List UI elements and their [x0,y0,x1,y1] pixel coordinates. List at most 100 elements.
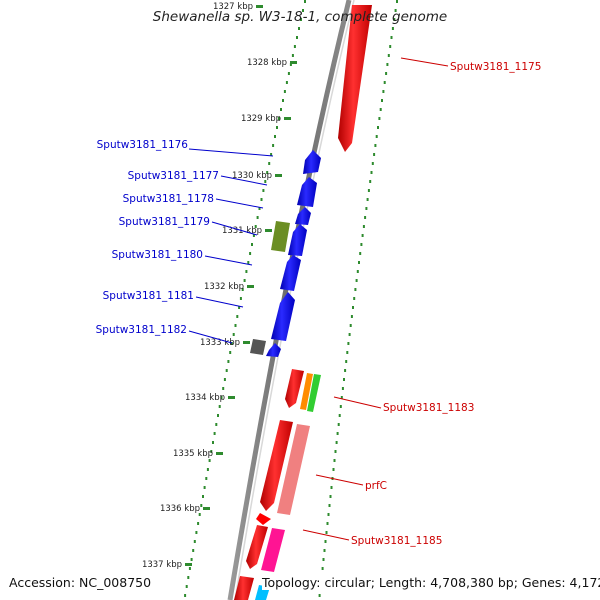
ring-dot [374,144,377,147]
ring-dot [285,81,288,84]
feature-prfC-cog [277,424,310,515]
ring-dot [329,495,332,498]
tick-label: 1328 kbp [247,58,287,68]
topology-label: Topology: circular; Length: 4,708,380 bp… [262,575,600,590]
gene-sputw3181-1181[interactable] [271,292,295,341]
tick-label: 1330 kbp [232,171,272,181]
ring-dot [359,252,362,255]
ring-dot [389,45,392,48]
ring-dot [338,414,341,417]
forward-strand-genes [234,5,372,600]
ring-dot [239,297,242,300]
ring-dot [393,18,396,21]
ring-dot [341,387,344,390]
ring-dot [254,225,257,228]
ring-dot [193,540,196,543]
ring-dot [298,27,300,30]
ring-dot [287,72,290,75]
ring-dot [355,279,358,282]
gene-sputw3181-1183[interactable] [285,369,304,408]
ring-dot [195,531,198,534]
ring-dot [184,594,187,597]
ring-dot [383,81,386,84]
ring-dot [382,90,385,93]
ring-dot [381,99,383,102]
gene-prfC[interactable] [260,420,293,511]
ring-dot [270,153,273,156]
label-sputw3181-1179[interactable]: Sputw3181_1179 [119,216,210,228]
label-sputw3181-1182[interactable]: Sputw3181_1182 [96,324,187,336]
ring-dot [232,333,235,336]
label-sputw3181-1175[interactable]: Sputw3181_1175 [450,61,541,73]
ring-dot [202,495,204,498]
tick-mark [243,341,250,344]
ring-dot [304,0,306,3]
ring-dot [192,549,195,552]
feature-rna-green [271,221,290,252]
ring-dot [332,468,335,471]
ring-dot [300,18,302,21]
ring-dot [349,324,352,327]
ring-dot [220,396,223,399]
ring-dot [370,171,373,174]
ring-dot [223,378,226,381]
gene-sputw3181-1177[interactable] [297,177,317,207]
ring-dot [391,27,394,30]
label-leaders [188,57,449,541]
tick-mark [228,396,235,399]
label-prfC[interactable]: prfC [365,480,387,492]
label-sputw3181-1180[interactable]: Sputw3181_1180 [112,249,203,261]
label-sputw3181-1181[interactable]: Sputw3181_1181 [103,290,194,302]
tick-label: 1336 kbp [160,504,200,514]
tick-mark [256,5,263,8]
label-sputw3181-1176[interactable]: Sputw3181_1176 [97,139,189,151]
ring-dot [354,288,357,291]
feature-small-red [256,513,271,525]
ring-dot [264,180,267,183]
ring-dot [367,189,370,192]
ring-dot [358,261,360,264]
ring-dot [190,558,193,561]
ring-dot [348,333,351,336]
tick-mark [284,117,291,120]
ring-dot [344,369,347,372]
ring-dot [197,522,200,525]
gene-sputw3181-1182[interactable] [266,343,281,357]
ring-dot [227,360,230,363]
gene-sputw3181-1176[interactable] [303,150,321,174]
gene-sputw3181-1175[interactable] [338,5,372,152]
ring-dot [377,126,379,129]
feature-red-bottom [234,576,254,600]
ring-dot [206,468,209,471]
ring-dot [272,144,275,147]
ring-dot [229,351,232,354]
ring-dot [276,126,278,129]
label-sputw3181-1177[interactable]: Sputw3181_1177 [128,170,219,182]
accession-label: Accession: NC_008750 [9,575,152,590]
ring-dot [249,252,252,255]
ring-dot [266,171,269,174]
tick-label: 1337 kbp [142,560,182,570]
ring-dot [343,378,345,381]
ring-dot [238,306,241,309]
ring-dot [245,270,248,273]
ring-dot [336,432,339,435]
ring-dot [251,243,253,246]
gene-sputw3181-1179[interactable] [288,224,307,256]
ring-dot [328,504,331,507]
label-sputw3181-1183[interactable]: Sputw3181_1183 [383,402,474,414]
ring-dot [234,324,237,327]
ring-dot [243,279,246,282]
ring-dot [387,54,390,57]
gene-sputw3181-1180[interactable] [280,255,301,291]
ring-dot [334,450,337,453]
label-sputw3181-1185[interactable]: Sputw3181_1185 [351,535,442,547]
label-sputw3181-1178[interactable]: Sputw3181_1178 [123,193,214,205]
gene-sputw3181-1185[interactable] [246,525,268,569]
gene-sputw3181-1178[interactable] [295,207,311,225]
tick-label: 1332 kbp [204,282,244,292]
ring-dot [247,261,250,264]
tick-label: 1334 kbp [185,393,225,403]
